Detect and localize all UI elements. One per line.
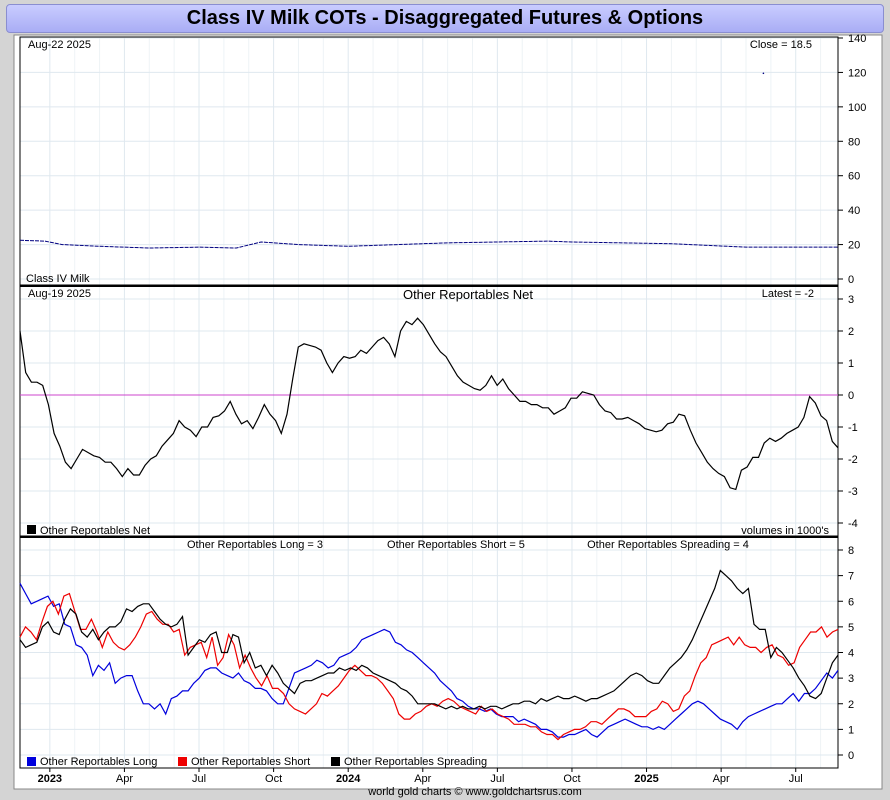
net-ytick-label: -4 [848, 518, 858, 530]
x-tick-label: Apr [713, 773, 730, 785]
price-ytick-label: 140 [848, 33, 866, 45]
short-legend-label: Other Reportables Short [191, 756, 310, 768]
chart-title: Class IV Milk COTs - Disaggregated Futur… [6, 4, 884, 33]
price-ytick-label: 0 [848, 274, 854, 286]
price-latest-label: Close = 18.5 [750, 39, 812, 51]
price-ytick-label: 20 [848, 240, 860, 252]
price-ytick-label: 40 [848, 205, 860, 217]
short-series-line [19, 592, 839, 741]
x-tick-label: 2024 [336, 773, 361, 785]
net-legend-label: Other Reportables Net [40, 525, 150, 537]
comp-ytick-label: 8 [848, 545, 854, 557]
net-ytick-label: -2 [848, 454, 858, 466]
long-series-line [19, 583, 839, 738]
net-ytick-label: 2 [848, 326, 854, 338]
net-panel-title: Other Reportables Net [403, 287, 533, 302]
comp-ytick-label: 1 [848, 724, 854, 736]
short-latest-label: Other Reportables Short = 5 [387, 539, 525, 551]
footer-credit: world gold charts © www.goldchartsrus.co… [367, 786, 582, 798]
net-ytick-label: -3 [848, 486, 858, 498]
spread-latest-label: Other Reportables Spreading = 4 [587, 539, 749, 551]
net-series-line [19, 317, 839, 491]
net-date-label: Aug-19 2025 [28, 288, 91, 300]
price-date-label: Aug-22 2025 [28, 39, 91, 51]
x-tick-label: Apr [116, 773, 133, 785]
x-tick-label: Jul [192, 773, 206, 785]
x-tick-label: Oct [265, 773, 282, 785]
spread-legend-label: Other Reportables Spreading [344, 756, 487, 768]
long-latest-label: Other Reportables Long = 3 [187, 539, 323, 551]
net-ytick-label: 0 [848, 390, 854, 402]
net-latest-label: Latest = -2 [762, 288, 814, 300]
x-tick-label: Jul [789, 773, 803, 785]
comp-ytick-label: 6 [848, 596, 854, 608]
net-ytick-label: 1 [848, 358, 854, 370]
net-ytick-label: 3 [848, 294, 854, 306]
short-legend-swatch [178, 757, 187, 766]
long-legend-swatch [27, 757, 36, 766]
long-legend-label: Other Reportables Long [40, 756, 157, 768]
x-tick-label: Oct [563, 773, 580, 785]
comp-ytick-label: 2 [848, 699, 854, 711]
net-legend-swatch [27, 525, 36, 534]
spread-legend-swatch [331, 757, 340, 766]
price-ytick-label: 120 [848, 67, 866, 79]
x-tick-label: Apr [414, 773, 431, 785]
comp-ytick-label: 0 [848, 750, 854, 762]
comp-ytick-label: 4 [848, 648, 854, 660]
price-ytick-label: 60 [848, 171, 860, 183]
x-tick-label: Jul [490, 773, 504, 785]
comp-ytick-label: 5 [848, 622, 854, 634]
price-legend-label: Class IV Milk [26, 273, 90, 285]
x-tick-label: 2025 [634, 773, 658, 785]
price-outlier-point [762, 72, 765, 75]
comp-ytick-label: 7 [848, 571, 854, 583]
price-ytick-label: 80 [848, 136, 860, 148]
x-tick-label: 2023 [38, 773, 62, 785]
net-panel-bg [20, 286, 838, 536]
comp-ytick-label: 3 [848, 673, 854, 685]
net-ytick-label: -1 [848, 422, 858, 434]
spreading-series-line [19, 569, 839, 710]
price-ytick-label: 100 [848, 102, 866, 114]
price-series-line [19, 239, 838, 249]
units-label: volumes in 1000's [741, 525, 829, 537]
